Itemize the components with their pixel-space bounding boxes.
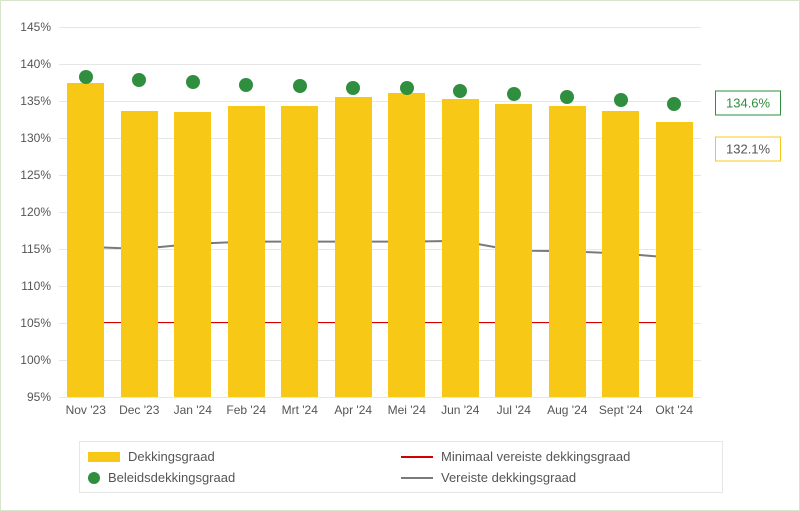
chart-container: 95% 100% 105% 110% 115% 120% 125% 130% 135% 140% 1…	[0, 0, 800, 511]
bar	[228, 106, 265, 397]
legend-label: Vereiste dekkingsgraad	[441, 470, 576, 485]
bar	[602, 111, 639, 397]
bar	[656, 122, 693, 397]
gridline	[59, 397, 701, 398]
bar	[549, 106, 586, 397]
bar	[335, 97, 372, 397]
beleidsdekkingsgraad-dot	[453, 84, 467, 98]
beleidsdekkingsgraad-dot	[614, 93, 628, 107]
bar	[495, 104, 532, 397]
callout-beleidsdekkingsgraad: 134.6%	[715, 91, 781, 116]
legend: Dekkingsgraad Minimaal vereiste dekkings…	[79, 441, 723, 493]
callout-value: 134.6%	[726, 96, 770, 111]
x-tick-label: Jul '24	[497, 403, 531, 417]
bar	[174, 112, 211, 397]
x-tick-label: Aug '24	[547, 403, 587, 417]
y-tick-label: 115%	[9, 242, 51, 256]
y-tick-label: 130%	[9, 131, 51, 145]
x-tick-label: Nov '23	[66, 403, 106, 417]
beleidsdekkingsgraad-dot	[346, 81, 360, 95]
beleidsdekkingsgraad-dot	[132, 73, 146, 87]
callout-value: 132.1%	[726, 142, 770, 157]
legend-label: Beleidsdekkingsgraad	[108, 470, 235, 485]
legend-item-dekkingsgraad: Dekkingsgraad	[88, 449, 401, 464]
beleidsdekkingsgraad-dot	[507, 87, 521, 101]
gridline	[59, 101, 701, 102]
gridline	[59, 64, 701, 65]
plot-area: 95%100%105%110%115%120%125%130%135%140%1…	[59, 27, 701, 397]
legend-label: Dekkingsgraad	[128, 449, 215, 464]
legend-swatch-line	[401, 456, 433, 458]
x-tick-label: Mrt '24	[282, 403, 318, 417]
y-tick-label: 120%	[9, 205, 51, 219]
x-tick-label: Jan '24	[174, 403, 212, 417]
bar	[388, 93, 425, 397]
legend-swatch-dot	[88, 472, 100, 484]
y-tick-label: 95%	[9, 390, 51, 404]
beleidsdekkingsgraad-dot	[560, 90, 574, 104]
x-tick-label: Apr '24	[334, 403, 372, 417]
legend-label: Minimaal vereiste dekkingsgraad	[441, 449, 630, 464]
x-tick-label: Feb '24	[226, 403, 266, 417]
y-tick-label: 140%	[9, 57, 51, 71]
legend-swatch-line	[401, 477, 433, 479]
callout-dekkingsgraad: 132.1%	[715, 137, 781, 162]
bar	[67, 83, 104, 397]
y-tick-label: 125%	[9, 168, 51, 182]
legend-item-vereiste: Vereiste dekkingsgraad	[401, 470, 714, 485]
y-tick-label: 110%	[9, 279, 51, 293]
beleidsdekkingsgraad-dot	[239, 78, 253, 92]
beleidsdekkingsgraad-dot	[293, 79, 307, 93]
legend-item-min-vereiste: Minimaal vereiste dekkingsgraad	[401, 449, 714, 464]
gridline	[59, 27, 701, 28]
beleidsdekkingsgraad-dot	[667, 97, 681, 111]
bar	[121, 111, 158, 397]
beleidsdekkingsgraad-dot	[186, 75, 200, 89]
beleidsdekkingsgraad-dot	[400, 81, 414, 95]
x-tick-label: Okt '24	[655, 403, 693, 417]
x-tick-label: Mei '24	[388, 403, 426, 417]
x-tick-label: Jun '24	[441, 403, 479, 417]
x-tick-label: Sept '24	[599, 403, 643, 417]
y-tick-label: 135%	[9, 94, 51, 108]
x-tick-label: Dec '23	[119, 403, 159, 417]
bar	[281, 106, 318, 397]
y-tick-label: 100%	[9, 353, 51, 367]
beleidsdekkingsgraad-dot	[79, 70, 93, 84]
legend-item-beleidsdekkingsgraad: Beleidsdekkingsgraad	[88, 470, 401, 485]
legend-swatch-bar	[88, 452, 120, 462]
y-tick-label: 105%	[9, 316, 51, 330]
y-tick-label: 145%	[9, 20, 51, 34]
bar	[442, 99, 479, 397]
